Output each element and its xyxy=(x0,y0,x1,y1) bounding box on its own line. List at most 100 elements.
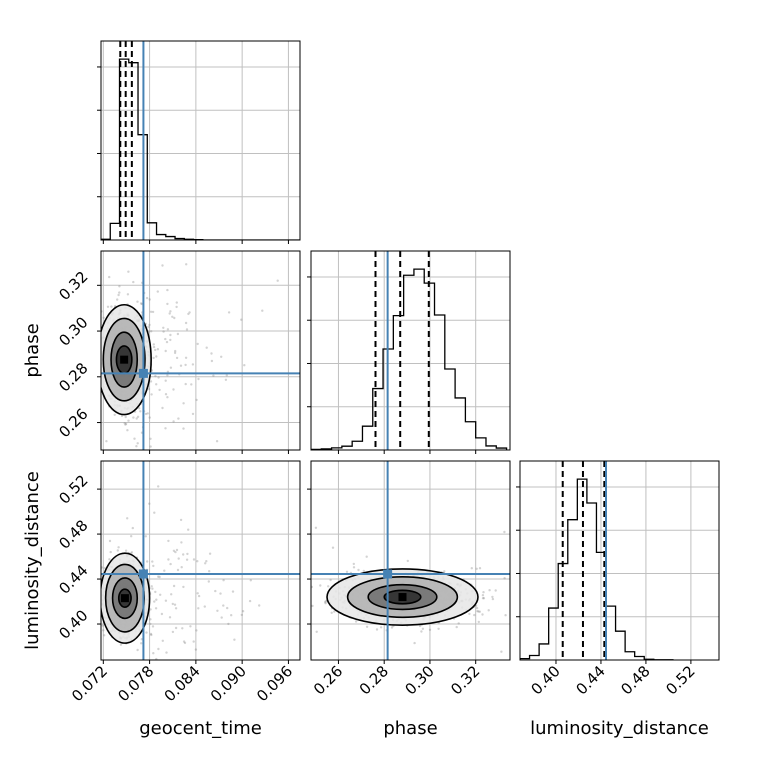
sample-point xyxy=(136,300,139,303)
sample-point xyxy=(352,562,355,566)
sample-point xyxy=(170,593,173,596)
sample-point xyxy=(174,626,178,630)
sample-point xyxy=(124,549,128,552)
sample-point xyxy=(222,604,225,607)
sample-point xyxy=(230,614,233,617)
sample-point xyxy=(182,585,185,589)
sample-point xyxy=(123,422,126,425)
density-luminosity_distance_vs_geocent_time xyxy=(93,461,300,700)
sample-point xyxy=(93,604,95,606)
sample-point xyxy=(481,594,485,597)
y-tick-label: 0.44 xyxy=(55,561,91,597)
x-axis-label: phase xyxy=(383,718,437,739)
density-peak xyxy=(398,593,407,602)
sample-point xyxy=(102,316,105,319)
y-tick-label: 0.32 xyxy=(55,268,91,304)
histogram-outline xyxy=(520,478,674,660)
sample-point xyxy=(96,613,98,615)
sample-point xyxy=(151,625,155,628)
sample-point xyxy=(169,333,172,337)
sample-point xyxy=(365,625,369,628)
contour-line xyxy=(367,583,438,611)
sample-point xyxy=(106,305,110,308)
sample-point xyxy=(109,550,112,554)
sample-point xyxy=(258,604,261,607)
x-tick-label: 0.26 xyxy=(310,662,346,698)
sample-point xyxy=(421,627,425,630)
contour-line xyxy=(346,575,459,619)
sample-point xyxy=(154,348,157,352)
sample-point xyxy=(148,502,151,505)
sample-point xyxy=(127,270,130,273)
sample-point xyxy=(191,412,195,416)
sample-point xyxy=(475,567,478,570)
sample-point xyxy=(145,296,149,300)
sample-point xyxy=(189,625,192,628)
sample-point xyxy=(156,348,160,351)
sample-point xyxy=(155,657,158,660)
sample-point xyxy=(108,558,111,561)
sample-point xyxy=(98,398,100,400)
sample-point xyxy=(91,347,93,349)
y-axis-label: luminosity_distance xyxy=(22,471,43,650)
sample-point xyxy=(149,380,153,383)
sample-point xyxy=(118,285,121,288)
sample-point xyxy=(167,666,169,668)
sample-point xyxy=(197,594,201,598)
sample-point xyxy=(481,613,484,616)
sample-point xyxy=(167,558,170,561)
sample-point xyxy=(148,416,151,419)
sample-point xyxy=(195,398,198,402)
sample-point xyxy=(162,330,165,333)
sample-point xyxy=(494,589,497,592)
contour-line xyxy=(102,317,146,402)
sample-point xyxy=(192,558,196,561)
y-tick-label: 0.48 xyxy=(55,516,91,552)
sample-point xyxy=(164,379,167,382)
sample-point xyxy=(311,604,314,608)
y-tick-label: 0.26 xyxy=(55,405,91,441)
sample-point xyxy=(172,420,175,423)
x-tick-label: 0.090 xyxy=(207,662,250,705)
sample-point xyxy=(173,351,177,355)
sample-point xyxy=(132,280,135,284)
sample-point xyxy=(488,589,491,592)
sample-point xyxy=(470,567,473,570)
sample-point xyxy=(97,592,99,594)
sample-point xyxy=(179,364,183,367)
sample-point xyxy=(186,552,189,556)
histogram-luminosity_distance xyxy=(520,461,674,660)
panel-bg xyxy=(520,461,719,660)
sample-point xyxy=(144,412,148,416)
sample-point xyxy=(330,611,333,614)
sample-point xyxy=(180,541,183,544)
x-tick-label: 0.48 xyxy=(617,662,653,698)
sample-point xyxy=(315,630,318,633)
sample-point xyxy=(324,602,327,605)
sample-point xyxy=(428,628,432,631)
sample-point xyxy=(97,343,99,345)
sample-point xyxy=(98,586,100,588)
sample-point xyxy=(477,620,480,624)
sample-point xyxy=(455,625,458,629)
sample-point xyxy=(156,290,159,293)
sample-point xyxy=(98,372,100,374)
sample-point xyxy=(420,630,423,633)
sample-point xyxy=(177,417,180,420)
sample-point xyxy=(174,550,177,554)
sample-point xyxy=(150,698,152,700)
sample-point xyxy=(166,374,169,377)
sample-point xyxy=(152,356,155,360)
sample-point xyxy=(192,640,195,643)
density-peak xyxy=(120,594,129,603)
x-tick-label: 0.078 xyxy=(114,662,157,705)
contour-line xyxy=(117,588,132,608)
sample-point xyxy=(136,648,139,652)
sample-point xyxy=(117,546,120,549)
contour-line xyxy=(101,552,151,644)
sample-point xyxy=(175,356,179,360)
sample-point xyxy=(98,361,100,363)
x-axis-label: luminosity_distance xyxy=(530,718,709,739)
sample-point xyxy=(157,575,160,578)
